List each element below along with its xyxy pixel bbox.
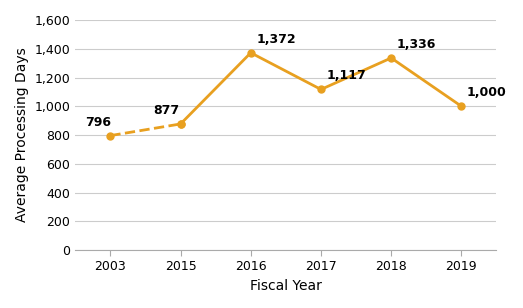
Text: 877: 877 — [153, 104, 179, 117]
Text: 796: 796 — [85, 116, 111, 129]
Text: 1,372: 1,372 — [256, 33, 296, 46]
Text: 1,117: 1,117 — [326, 70, 366, 83]
X-axis label: Fiscal Year: Fiscal Year — [250, 279, 322, 293]
Y-axis label: Average Processing Days: Average Processing Days — [15, 48, 29, 222]
Text: 1,336: 1,336 — [397, 38, 436, 51]
Text: 1,000: 1,000 — [467, 86, 507, 99]
